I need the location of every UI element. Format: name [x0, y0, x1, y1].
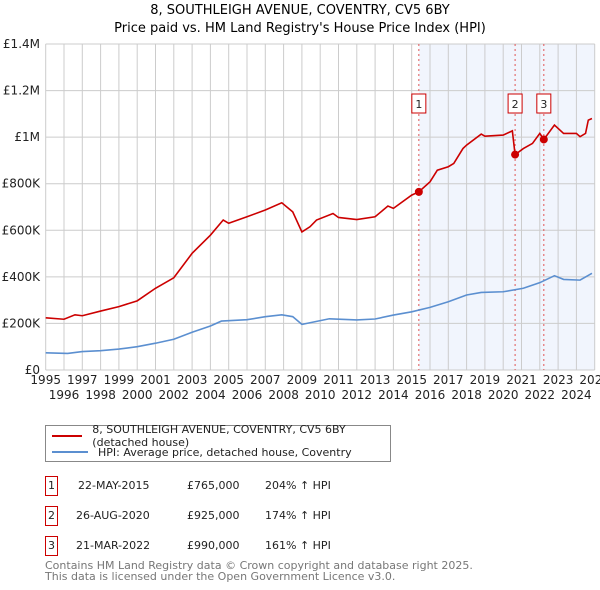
sale-label-box [536, 93, 552, 114]
x-tick-label: 2001 [140, 373, 171, 387]
x-tick-label: 2000 [122, 388, 153, 402]
sale-price: £765,000 [187, 479, 240, 492]
red-line-swatch [52, 435, 83, 437]
x-tick-label: 2025 [579, 373, 600, 387]
x-tick-label: 1997 [67, 373, 98, 387]
x-tick-label: 2007 [250, 373, 281, 387]
sale-row: 3 21-MAR-2022 £990,000 161% ↑ HPI [45, 536, 445, 556]
legend-label: 8, SOUTHLEIGH AVENUE, COVENTRY, CV5 6BY … [92, 423, 346, 449]
footer: Contains HM Land Registry data © Crown c… [45, 560, 473, 582]
sale-point [414, 187, 423, 196]
y-tick-label: £600K [2, 223, 42, 237]
y-tick-label: £1M [14, 130, 40, 144]
sale-row: 2 26-AUG-2020 £925,000 174% ↑ HPI [45, 506, 445, 526]
sale-point [539, 135, 548, 144]
sale-row: 1 22-MAY-2015 £765,000 204% ↑ HPI [45, 476, 445, 496]
sale-price: £925,000 [187, 509, 240, 522]
x-tick-label: 2016 [415, 388, 446, 402]
price-chart: 8, SOUTHLEIGH AVENUE, COVENTRY, CV5 6BY … [2, 3, 600, 402]
sale-hpi-change: 174% ↑ HPI [265, 509, 331, 522]
series-line [45, 117, 593, 321]
sale-marker-badge: 3 [45, 536, 58, 556]
x-tick-label: 2009 [287, 373, 318, 387]
x-tick-label: 2013 [360, 373, 391, 387]
series-line [45, 272, 593, 355]
x-tick-label: 2024 [561, 388, 592, 402]
sale-label: 1 [415, 98, 422, 111]
x-tick-label: 2018 [451, 388, 482, 402]
x-tick-label: 2011 [323, 373, 354, 387]
chart-subtitle: Price paid vs. HM Land Registry's House … [114, 21, 486, 36]
sale-hpi-change: 204% ↑ HPI [265, 479, 331, 492]
y-tick-label: £1.2M [3, 84, 40, 98]
x-tick-label: 2006 [232, 388, 263, 402]
x-tick-label: 1998 [85, 388, 116, 402]
sale-label: 3 [540, 98, 547, 111]
y-tick-label: £800K [2, 177, 42, 191]
x-tick-label: 2010 [305, 388, 336, 402]
x-tick-label: 1999 [104, 373, 135, 387]
sale-marker-badge: 1 [45, 476, 58, 496]
blue-line-swatch [52, 451, 88, 453]
shaded-period [418, 44, 595, 370]
x-tick-label: 1996 [49, 388, 80, 402]
sale-hpi-change: 161% ↑ HPI [265, 539, 331, 552]
copyright-text: Contains HM Land Registry data © Crown c… [45, 559, 473, 572]
y-tick-label: £1.4M [3, 37, 40, 51]
x-tick-label: 2003 [177, 373, 208, 387]
x-tick-label: 2020 [488, 388, 519, 402]
sale-date: 26-AUG-2020 [76, 509, 150, 522]
x-tick-label: 2014 [378, 388, 409, 402]
y-tick-label: £400K [2, 270, 42, 284]
x-tick-label: 2022 [525, 388, 556, 402]
x-tick-label: 2012 [342, 388, 373, 402]
sale-label: 2 [512, 98, 519, 111]
sale-label-box [411, 93, 427, 114]
legend: 8, SOUTHLEIGH AVENUE, COVENTRY, CV5 6BY … [45, 423, 391, 462]
legend-item-hpi: HPI: Average price, detached house, Cove… [52, 444, 352, 460]
x-tick-label: 2015 [396, 373, 427, 387]
x-tick-label: 2017 [433, 373, 464, 387]
sale-label-box [507, 93, 523, 114]
x-tick-label: 2023 [543, 373, 574, 387]
x-tick-label: 1995 [30, 373, 61, 387]
sale-date: 22-MAY-2015 [78, 479, 150, 492]
chart-title: 8, SOUTHLEIGH AVENUE, COVENTRY, CV5 6BY [150, 3, 450, 18]
x-tick-label: 2021 [506, 373, 537, 387]
sale-price: £990,000 [187, 539, 240, 552]
x-tick-label: 2019 [470, 373, 501, 387]
sale-date: 21-MAR-2022 [76, 539, 151, 552]
sale-marker-badge: 2 [45, 506, 58, 526]
legend-label: HPI: Average price, detached house, Cove… [98, 445, 352, 459]
x-tick-label: 2004 [195, 388, 226, 402]
x-tick-label: 2005 [213, 373, 244, 387]
sale-point [511, 150, 520, 159]
legend-item-property: 8, SOUTHLEIGH AVENUE, COVENTRY, CV5 6BY … [52, 423, 390, 449]
y-tick-label: £0 [25, 363, 40, 377]
x-tick-label: 2002 [159, 388, 190, 402]
licence-text: This data is licensed under the Open Gov… [45, 570, 396, 583]
y-tick-label: £200K [2, 316, 42, 330]
x-tick-label: 2008 [268, 388, 299, 402]
